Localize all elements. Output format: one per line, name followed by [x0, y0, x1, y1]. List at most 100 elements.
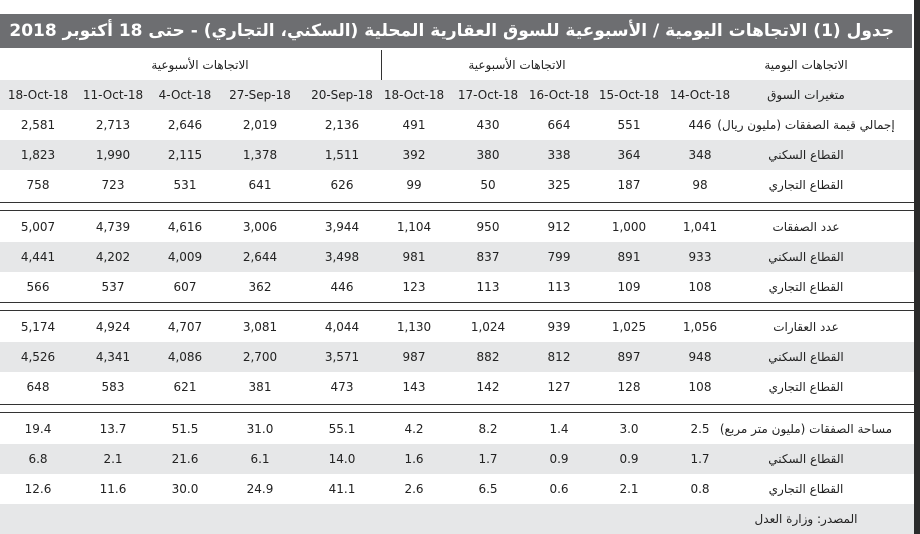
table-cell: 0.6 — [549, 482, 569, 496]
table-cell: 473 — [330, 380, 354, 394]
table-cell: 108 — [688, 280, 712, 294]
table-cell: 1,104 — [396, 220, 432, 234]
table-cell: 551 — [617, 118, 641, 132]
group-separator — [0, 202, 914, 211]
table-cell: 4,202 — [95, 250, 131, 264]
table-cell: 4,441 — [20, 250, 56, 264]
row-label: إجمالي قيمة الصفقات (مليون ريال) — [717, 118, 895, 132]
table-cell: 109 — [617, 280, 641, 294]
table-cell: 1,990 — [95, 148, 131, 162]
row-label: مساحة الصفقات (مليون متر مربع) — [719, 422, 893, 436]
column-header: 27-Sep-18 — [229, 88, 291, 102]
daily-trends-label: الاتجاهات اليومية — [764, 58, 848, 72]
table-cell: 55.1 — [328, 422, 356, 436]
table-cell: 430 — [476, 118, 500, 132]
row-label: القطاع السكني — [768, 452, 844, 466]
table-cell: 758 — [26, 178, 50, 192]
table-row: عدد العقارات 1,056 1,025 939 1,024 1,130 4,044… — [0, 312, 914, 342]
table-cell: 113 — [547, 280, 571, 294]
table-cell: 362 — [248, 280, 272, 294]
table-cell: 50 — [480, 178, 496, 192]
table-cell: 882 — [476, 350, 500, 364]
table-cell: 325 — [547, 178, 571, 192]
table-cell: 392 — [402, 148, 426, 162]
table-cell: 1,378 — [242, 148, 278, 162]
table-cell: 1,056 — [682, 320, 718, 334]
table-cell: 723 — [101, 178, 125, 192]
table-cell: 3,944 — [324, 220, 360, 234]
column-header: 18-Oct-18 — [7, 88, 69, 102]
table-cell: 3,006 — [242, 220, 278, 234]
table-cell: 31.0 — [246, 422, 274, 436]
table-cell: 2,115 — [167, 148, 203, 162]
table-cell: 1,041 — [682, 220, 718, 234]
column-header: 11-Oct-18 — [82, 88, 144, 102]
table-row: القطاع التجاري 108 128 127 142 143 473 381 621 58… — [0, 372, 914, 402]
table-cell: 2,136 — [324, 118, 360, 132]
table-row: القطاع التجاري 108 109 113 113 123 446 362 607 53… — [0, 272, 914, 302]
table-cell: 2,019 — [242, 118, 278, 132]
table-cell: 348 — [688, 148, 712, 162]
table-cell: 6.5 — [478, 482, 498, 496]
group-separator — [0, 404, 914, 413]
table-cell: 5,174 — [20, 320, 56, 334]
table-cell: 364 — [617, 148, 641, 162]
table-cell: 583 — [101, 380, 125, 394]
group-separator — [0, 302, 914, 311]
table-cell: 3,571 — [324, 350, 360, 364]
table-cell: 799 — [547, 250, 571, 264]
column-header: 20-Sep-18 — [311, 88, 373, 102]
column-header: 17-Oct-18 — [457, 88, 519, 102]
table-cell: 24.9 — [246, 482, 274, 496]
table-cell: 41.1 — [328, 482, 356, 496]
table-cell: 1,511 — [324, 148, 360, 162]
table-cell: 446 — [330, 280, 354, 294]
table-cell: 1,025 — [611, 320, 647, 334]
table-cell: 127 — [547, 380, 571, 394]
table-cell: 4,044 — [324, 320, 360, 334]
table-cell: 4.2 — [404, 422, 424, 436]
table-cell: 51.5 — [171, 422, 199, 436]
table-cell: 2.5 — [690, 422, 710, 436]
row-label: القطاع السكني — [768, 350, 844, 364]
table-cell: 99 — [406, 178, 422, 192]
table-cell: 142 — [476, 380, 500, 394]
table-title: جدول (1) الاتجاهات اليومية / الأسبوعية ل… — [0, 14, 912, 48]
column-header: 16-Oct-18 — [528, 88, 590, 102]
column-header: 15-Oct-18 — [598, 88, 660, 102]
table-cell: 648 — [26, 380, 50, 394]
table-cell: 912 — [547, 220, 571, 234]
row-label: عدد الصفقات — [772, 220, 840, 234]
table-cell: 4,009 — [167, 250, 203, 264]
table-cell: 3.0 — [619, 422, 639, 436]
table-cell: 621 — [173, 380, 197, 394]
group-header-row: الاتجاهات اليومية الاتجاهات الأسبوعية ال… — [0, 50, 914, 80]
table-cell: 12.6 — [24, 482, 52, 496]
table-cell: 1,823 — [20, 148, 56, 162]
table-cell: 897 — [617, 350, 641, 364]
source-note: المصدر: وزارة العدل — [754, 512, 858, 526]
table-cell: 30.0 — [171, 482, 199, 496]
row-label: القطاع التجاري — [768, 380, 844, 394]
row-label: القطاع التجاري — [768, 280, 844, 294]
table-cell: 338 — [547, 148, 571, 162]
table-cell: 566 — [26, 280, 50, 294]
table-cell: 380 — [476, 148, 500, 162]
row-label: عدد العقارات — [773, 320, 839, 334]
table-cell: 2.6 — [404, 482, 424, 496]
group-divider — [381, 50, 382, 80]
table-cell: 381 — [248, 380, 272, 394]
table-cell: 641 — [248, 178, 272, 192]
table-cell: 4,739 — [95, 220, 131, 234]
table-row: القطاع السكني 1.7 0.9 0.9 1.7 1.6 14.0 6.1 21.6 2… — [0, 444, 914, 474]
column-header: 4-Oct-18 — [158, 88, 212, 102]
table-cell: 13.7 — [99, 422, 127, 436]
table-cell: 933 — [688, 250, 712, 264]
table-cell: 0.9 — [619, 452, 639, 466]
table-cell: 3,081 — [242, 320, 278, 334]
table-cell: 5,007 — [20, 220, 56, 234]
columns-label: متغيرات السوق — [767, 88, 845, 102]
table-cell: 1.6 — [404, 452, 424, 466]
table-cell: 607 — [173, 280, 197, 294]
table-cell: 1,000 — [611, 220, 647, 234]
